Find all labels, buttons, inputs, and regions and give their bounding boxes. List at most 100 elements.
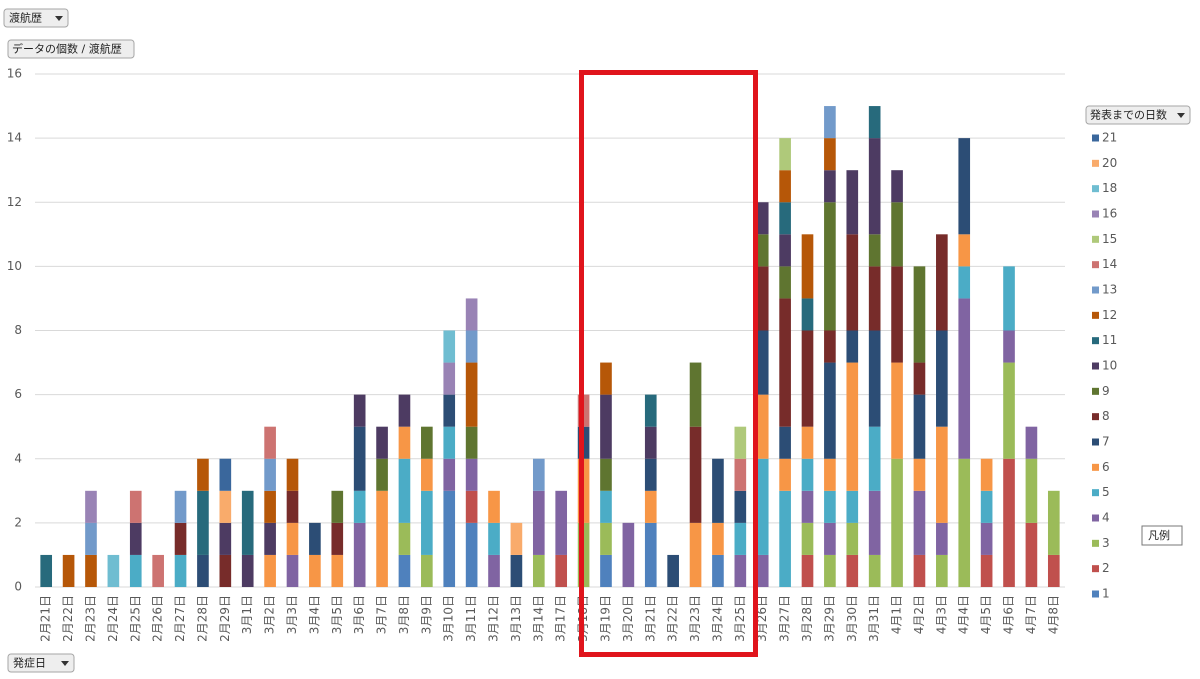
bar-segment [532, 554, 545, 587]
bar-segment [958, 458, 971, 587]
legend-swatch [1092, 489, 1099, 497]
x-tick-label: 2月27日 [173, 595, 187, 642]
bar-segment [376, 490, 388, 587]
bar-segment [980, 522, 993, 555]
bar-segment [801, 458, 814, 491]
bar-segment [465, 362, 478, 427]
button-label[interactable]: 発表までの日数 [1090, 108, 1167, 122]
bar-segment [197, 554, 209, 587]
dropdown-arrow[interactable] [61, 661, 69, 666]
legend-swatch [1092, 159, 1099, 167]
button-label[interactable]: 渡航歴 [9, 11, 42, 25]
bar-segment [801, 330, 814, 427]
bar-segment [913, 554, 926, 587]
bar-segment [62, 554, 75, 587]
bar-segment [219, 554, 232, 587]
report-filter-button[interactable]: 渡航歴 [3, 8, 69, 28]
x-tick-label: 3月3日 [285, 595, 299, 634]
bar-segment [936, 426, 948, 523]
bar-segment [421, 458, 433, 491]
bar-segment [600, 458, 612, 491]
bar-segment [846, 554, 859, 587]
bar-segment [197, 458, 209, 491]
bar-segment [734, 490, 747, 523]
bar-segment [264, 458, 276, 491]
bar-segment [264, 522, 276, 555]
bar-segment [644, 490, 657, 523]
bar-segment [174, 522, 187, 555]
dropdown-arrow[interactable] [55, 16, 63, 21]
bar-segment [824, 522, 836, 555]
bar-segment [913, 458, 926, 491]
bar-segment [353, 394, 366, 427]
button-label[interactable]: 発症日 [13, 656, 46, 670]
bar-segment [85, 554, 97, 587]
bar-segment [980, 458, 993, 491]
button-frame[interactable] [7, 653, 75, 673]
axis-field-button[interactable]: 発症日 [7, 653, 75, 673]
x-tick-label: 3月29日 [822, 595, 836, 642]
bar-segment [824, 138, 836, 171]
bar-segment [779, 298, 791, 427]
bar-segment [241, 554, 254, 587]
dropdown-arrow[interactable] [1177, 113, 1185, 118]
bar-segment [443, 362, 456, 395]
x-tick-label: 3月14日 [531, 595, 545, 642]
y-tick-label: 8 [14, 323, 22, 337]
bar-segment [667, 554, 679, 587]
bar-segment [936, 554, 948, 587]
bar-segment [1025, 522, 1038, 587]
legend-swatch [1092, 235, 1099, 243]
legend-swatch [1092, 210, 1099, 218]
legend-label: 11 [1102, 333, 1117, 347]
x-tick-label: 4月3日 [934, 595, 948, 634]
legend-field-button[interactable]: 発表までの日数 [1085, 105, 1191, 125]
bar-segment [913, 266, 926, 363]
bar-segment [129, 490, 142, 523]
bar-segment [779, 138, 791, 171]
bar-segment [129, 522, 142, 555]
bar-segment [465, 522, 478, 587]
bar-segment [398, 394, 411, 427]
legend-swatch [1092, 387, 1099, 395]
bar-segment [286, 458, 299, 491]
bar-segment [1025, 458, 1038, 523]
bar-segment [1003, 458, 1015, 587]
x-tick-label: 3月13日 [509, 595, 523, 642]
button-frame[interactable] [3, 8, 69, 28]
bar-segment [421, 554, 433, 587]
legend-label: 14 [1102, 257, 1117, 271]
values-field-button[interactable]: データの個数 / 渡航歴 [7, 39, 135, 59]
bar-segment [40, 554, 53, 587]
bar-segment [644, 458, 657, 491]
bar-segment [891, 202, 903, 267]
bar-segment [824, 490, 836, 523]
bar-segment [913, 490, 926, 555]
tooltip-frame [1141, 525, 1183, 546]
legend-label: 3 [1102, 536, 1110, 550]
bar-segment [801, 490, 814, 523]
bar-segment [891, 170, 903, 203]
bar-segment [868, 138, 881, 235]
bar-segment [600, 522, 612, 555]
button-label[interactable]: データの個数 / 渡航歴 [12, 42, 122, 56]
x-tick-label: 3月2日 [263, 595, 277, 634]
bar-segment [443, 426, 456, 459]
bar-segment [824, 106, 836, 139]
bar-segment [936, 234, 948, 331]
bar-segment [734, 426, 747, 459]
button-frame[interactable] [7, 39, 135, 59]
x-tick-label: 2月24日 [106, 595, 120, 642]
x-tick-label: 4月6日 [1002, 595, 1016, 634]
x-tick-label: 4月4日 [957, 595, 971, 634]
bar-segment [913, 394, 926, 459]
bar-segment [376, 458, 388, 491]
bar-segment [488, 554, 500, 587]
bar-segment [85, 490, 97, 523]
x-tick-label: 3月26日 [755, 595, 769, 642]
x-tick-label: 3月23日 [688, 595, 702, 642]
button-frame[interactable] [1085, 105, 1191, 125]
legend-swatch [1092, 362, 1099, 370]
bar-segment [958, 234, 971, 267]
bar-segment [824, 170, 836, 203]
